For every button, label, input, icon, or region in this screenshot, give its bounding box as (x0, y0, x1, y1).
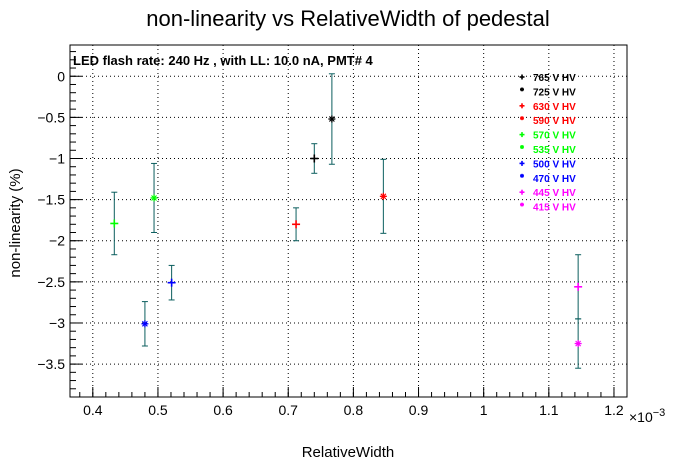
legend-plus-marker (519, 74, 525, 80)
legend-star-marker (520, 87, 524, 92)
legend-label: 630 V HV (533, 102, 576, 113)
x-axis-multiplier: ×10−3 (629, 407, 665, 425)
legend-star-marker (520, 173, 524, 178)
star-marker-d2 (380, 193, 387, 200)
y-tick-label: −2 (49, 233, 65, 249)
legend-entry: 500 V HV (519, 159, 576, 170)
legend-label: 725 V HV (533, 87, 576, 98)
data-point (310, 143, 319, 174)
star-marker (150, 194, 158, 202)
star-marker (379, 192, 387, 200)
data-point (328, 73, 336, 165)
data-point (150, 162, 158, 234)
y-tick-label: −0.5 (37, 109, 65, 125)
legend-plus-marker (519, 103, 525, 109)
y-tick-label: −1.5 (37, 192, 65, 208)
x-tick-label: 0.9 (409, 402, 429, 418)
x-tick-label: 1.1 (539, 402, 559, 418)
star-marker (141, 320, 149, 328)
plot-annotation: LED flash rate: 240 Hz , with LL: 10.0 n… (73, 53, 374, 68)
legend-star-marker-d2 (520, 173, 524, 178)
y-tick-label: 0 (57, 68, 65, 84)
star-marker-d2 (575, 340, 582, 347)
legend-entry: 630 V HV (519, 102, 576, 113)
y-axis-label: non-linearity (%) (7, 168, 24, 277)
x-tick-label: 1 (480, 402, 488, 418)
star-marker (574, 340, 582, 348)
legend-star-marker (520, 116, 524, 121)
legend-label: 570 V HV (533, 131, 576, 142)
legend-plus-marker (519, 160, 525, 166)
legend-entry: 470 V HV (520, 173, 576, 185)
legend-star-marker-d2 (520, 145, 524, 149)
legend-entry: 725 V HV (520, 87, 576, 98)
chart-title: non-linearity vs RelativeWidth of pedest… (146, 6, 550, 31)
legend-label: 445 V HV (533, 188, 576, 199)
y-tick-label: −3.5 (37, 356, 65, 372)
legend-label: 535 V HV (533, 145, 576, 156)
x-tick-label: 1.2 (604, 402, 624, 418)
data-point (574, 318, 582, 369)
axis-layer: 0.4 0.5 0.6 0.7 0.8 0.9 1 1.1 1.2 0 −0.5 −1 −1.5 −2 −2… (37, 51, 628, 418)
legend-entry: 445 V HV (519, 188, 576, 199)
data-point (292, 207, 301, 242)
data-layer (110, 73, 583, 369)
star-marker-d2 (151, 195, 157, 201)
plus-marker (110, 219, 119, 228)
legend-label: 470 V HV (533, 174, 576, 185)
plus-marker (292, 220, 301, 229)
legend-entry: 590 V HV (520, 116, 576, 127)
legend-entry: 570 V HV (519, 131, 576, 142)
y-tick-label: −3 (49, 315, 65, 331)
x-tick-label: 0.7 (279, 402, 299, 418)
data-point (110, 191, 119, 256)
data-point (141, 301, 149, 347)
legend-entry: 535 V HV (520, 145, 576, 156)
grid-layer (70, 45, 627, 397)
x-axis-label: RelativeWidth (302, 444, 395, 461)
star-marker (328, 115, 336, 123)
legend-label: 765 V HV (533, 73, 576, 84)
x-tick-label: 0.6 (213, 402, 233, 418)
legend-star-marker-d2 (520, 202, 524, 207)
legend: 765 V HV 725 V HV 630 V HV 590 V HV 570 V HV… (519, 73, 576, 214)
x-tick-label: 0.8 (344, 402, 364, 418)
legend-plus-marker (519, 189, 525, 195)
legend-label: 500 V HV (533, 159, 576, 170)
x-tick-label: 0.4 (83, 402, 103, 418)
legend-star-marker (520, 202, 524, 207)
plot-frame (69, 44, 628, 398)
plus-marker (167, 278, 176, 287)
legend-label: 590 V HV (533, 116, 576, 127)
data-point (379, 158, 387, 234)
legend-entry: 415 V HV (520, 202, 576, 214)
legend-star-marker (520, 145, 524, 149)
y-tick-label: −1 (49, 150, 65, 166)
legend-label: 415 V HV (533, 203, 576, 214)
star-marker-d2 (142, 320, 148, 327)
legend-star-marker-d2 (520, 116, 524, 121)
star-marker-d2 (328, 116, 335, 122)
legend-entry: 765 V HV (519, 73, 576, 84)
data-point (167, 264, 176, 301)
plus-marker (310, 154, 319, 163)
legend-plus-marker (519, 132, 525, 138)
legend-star-marker-d2 (520, 87, 524, 92)
y-tick-label: −2.5 (37, 274, 65, 290)
plus-marker (574, 282, 583, 291)
x-tick-label: 0.5 (148, 402, 168, 418)
